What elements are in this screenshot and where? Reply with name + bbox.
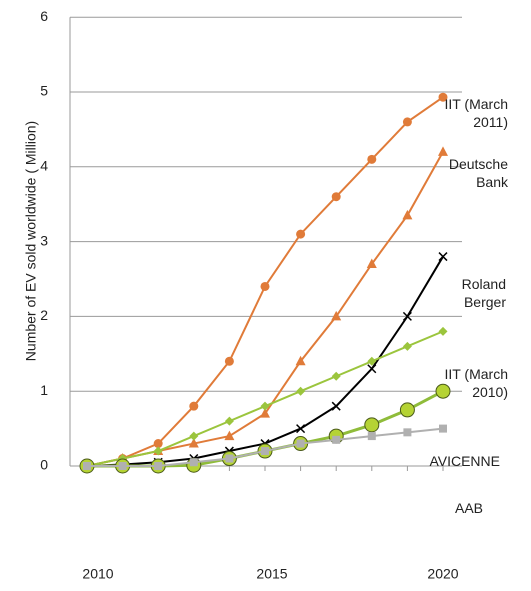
point [364,417,380,433]
point [83,462,91,470]
point [224,356,234,366]
point [260,408,270,418]
point [153,439,163,449]
point [225,454,234,463]
series-label: Deutsche Bank [448,156,508,190]
point [439,424,447,433]
series-label-box: AVICENNE [429,453,500,469]
point [296,439,305,448]
point [402,341,412,351]
series-label-box: AAB [455,500,484,516]
point [402,209,413,220]
point [154,462,163,470]
point [367,432,376,441]
point [332,435,341,444]
series-label: AVICENNE [429,453,500,469]
point [403,428,412,437]
point [402,311,412,321]
point [189,431,199,441]
point [261,447,269,456]
y-tick-label: 0 [40,457,48,473]
y-tick-label: 4 [40,158,48,174]
point [295,355,306,366]
point [438,252,448,262]
series-label-box: Roland Berger [461,276,506,310]
x-tick-label: 2020 [427,566,458,582]
point [331,310,342,321]
point [438,92,448,102]
point [296,229,306,239]
point [331,192,341,202]
series [82,146,448,470]
series [83,424,447,470]
point [189,458,198,467]
y-axis-title: Number of EV sold worldwide ( Million) [23,121,39,361]
point [331,371,341,381]
y-tick-label: 1 [40,382,48,398]
series-label: IIT (March 2011) [444,96,508,130]
point [399,402,415,418]
point [118,462,127,470]
point [260,281,270,291]
point [402,117,412,127]
series-label-box: IIT (March 2010) [444,366,508,400]
series-label: IIT (March 2010) [444,366,508,400]
y-tick-label: 3 [40,232,48,248]
series-label: Roland Berger [461,276,506,310]
point [224,430,235,441]
point [153,446,163,456]
x-tick-label: 2010 [82,566,113,582]
point [367,364,377,374]
point [367,154,377,164]
y-tick-label: 6 [40,8,48,24]
point [438,326,448,336]
point [438,146,448,156]
series-label-box: IIT (March 2011) [444,96,508,130]
y-tick-label: 2 [40,307,48,323]
series-label: AAB [455,500,484,516]
point [296,386,306,396]
point [435,383,451,399]
series [79,383,451,474]
point [296,424,306,434]
point [331,401,341,411]
point [224,416,234,426]
x-tick-label: 2015 [256,566,287,582]
series-label-box: Deutsche Bank [448,156,508,190]
y-tick-label: 5 [40,83,48,99]
point [366,258,377,269]
point [188,438,199,448]
point [189,401,199,411]
point [367,356,377,366]
point [260,401,270,411]
